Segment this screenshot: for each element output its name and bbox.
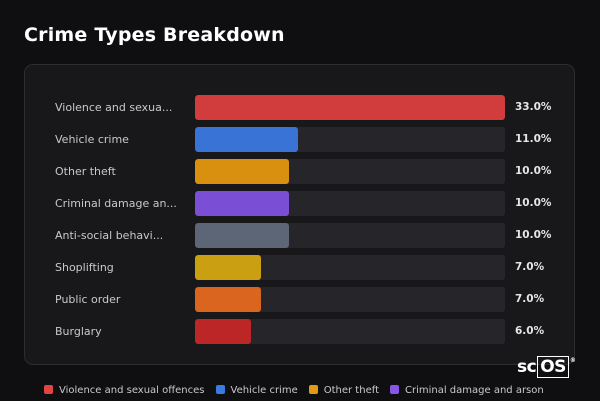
bar[interactable]: [195, 159, 289, 184]
scos-logo: sc OS ®: [517, 356, 576, 378]
bar-track: [195, 287, 505, 312]
bar-track: [195, 127, 505, 152]
legend-label: Vehicle crime: [230, 385, 298, 396]
legend-item[interactable]: Vehicle crime: [215, 385, 298, 396]
legend-swatch: [389, 385, 399, 394]
bar-label: Criminal damage an...: [55, 197, 177, 210]
bar-label: Violence and sexua...: [55, 101, 173, 114]
bar-value-label: 7.0%: [515, 261, 545, 273]
legend-item[interactable]: Other theft: [308, 385, 379, 396]
bar-label: Anti-social behavi...: [55, 229, 164, 242]
bar-track: [195, 255, 505, 280]
bar-value-label: 33.0%: [515, 101, 552, 113]
bar-track: [195, 191, 505, 216]
registered-mark-icon: ®: [569, 357, 576, 364]
chart-panel: Violence and sexua... 33.0% Vehicle crime 1…: [24, 64, 575, 365]
bar-track: [195, 223, 505, 248]
bar[interactable]: [195, 223, 289, 248]
bar-label: Shoplifting: [55, 261, 114, 274]
bar[interactable]: [195, 95, 505, 120]
bar-track: [195, 95, 505, 120]
legend-swatch: [215, 385, 225, 394]
legend-label: Violence and sexual offences: [59, 385, 205, 396]
legend-label: Other theft: [323, 385, 379, 396]
bar-label: Other theft: [55, 165, 116, 178]
legend-item[interactable]: Criminal damage and arson: [389, 385, 544, 396]
bar-row: Burglary 6.0%: [25, 319, 574, 344]
bar[interactable]: [195, 255, 261, 280]
bar-value-label: 10.0%: [515, 197, 552, 209]
chart-legend: Violence and sexual offences Vehicle crim…: [44, 385, 600, 401]
bar-row: Anti-social behavi... 10.0%: [25, 223, 574, 248]
logo-boxed: OS: [537, 356, 569, 378]
bar[interactable]: [195, 319, 251, 344]
bar-value-label: 7.0%: [515, 293, 545, 305]
bar-row: Other theft 10.0%: [25, 159, 574, 184]
bar-value-label: 10.0%: [515, 229, 552, 241]
logo-prefix: sc: [517, 357, 537, 377]
legend-swatch: [308, 385, 318, 394]
bar-row: Public order 7.0%: [25, 287, 574, 312]
bar-value-label: 10.0%: [515, 165, 552, 177]
bar-label: Public order: [55, 293, 121, 306]
legend-swatch: [44, 385, 53, 394]
legend-item[interactable]: Violence and sexual offences: [44, 385, 205, 396]
bar-row: Shoplifting 7.0%: [25, 255, 574, 280]
page-title: Crime Types Breakdown: [24, 24, 285, 46]
bar[interactable]: [195, 191, 289, 216]
bar-track: [195, 159, 505, 184]
bar-label: Vehicle crime: [55, 133, 129, 146]
bar[interactable]: [195, 287, 261, 312]
bar-row: Vehicle crime 11.0%: [25, 127, 574, 152]
legend-label: Criminal damage and arson: [404, 385, 544, 396]
bar-label: Burglary: [55, 325, 102, 338]
bar-value-label: 6.0%: [515, 325, 545, 337]
bar-value-label: 11.0%: [515, 133, 552, 145]
bar-track: [195, 319, 505, 344]
bar-row: Violence and sexua... 33.0%: [25, 95, 574, 120]
bar-row: Criminal damage an... 10.0%: [25, 191, 574, 216]
bar[interactable]: [195, 127, 298, 152]
